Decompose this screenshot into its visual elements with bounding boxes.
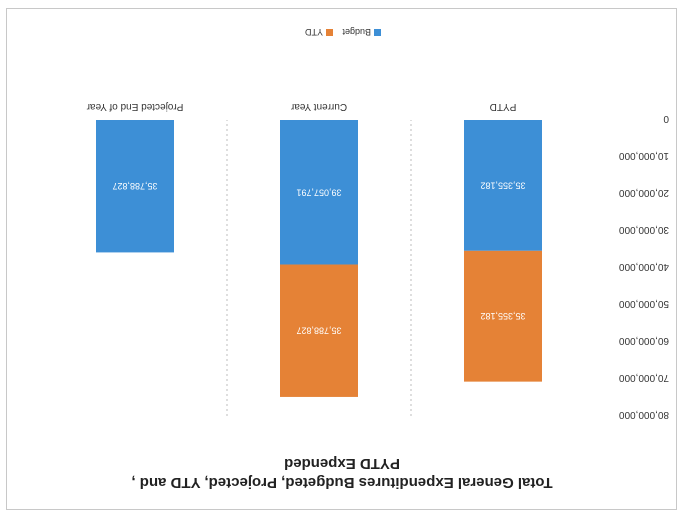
y-tick-label: 70,000,000 xyxy=(619,372,669,383)
bar-ytd-0 xyxy=(464,250,542,382)
legend-swatch-ytd xyxy=(326,29,333,36)
y-tick-label: 10,000,000 xyxy=(619,150,669,161)
category-label: Current Year xyxy=(290,101,347,112)
bar-budget-0 xyxy=(464,120,542,251)
y-tick-label: 20,000,000 xyxy=(619,187,669,198)
legend-swatch-budget xyxy=(374,29,381,36)
y-tick-label: 40,000,000 xyxy=(619,261,669,272)
y-tick-label: 50,000,000 xyxy=(619,298,669,309)
data-label: 35,355,182 xyxy=(480,311,525,321)
legend-entry-budget: Budget xyxy=(342,27,371,37)
y-tick-label: 60,000,000 xyxy=(619,335,669,346)
chart-title-line-2: PYTD Expended xyxy=(284,455,400,472)
data-label: 35,355,182 xyxy=(480,180,525,190)
y-tick-label: 0 xyxy=(663,113,669,124)
data-label: 35,788,827 xyxy=(112,181,157,191)
bar-budget-2 xyxy=(96,120,174,253)
y-tick-label: 80,000,000 xyxy=(619,409,669,420)
category-label: Projected End of Year xyxy=(86,101,183,112)
data-label: 39,057,791 xyxy=(296,187,341,197)
data-label: 35,788,827 xyxy=(296,326,341,336)
chart-title-line-1: Total General Expenditures Budgeted, Pro… xyxy=(131,474,552,491)
bar-budget-1 xyxy=(280,120,358,265)
category-label: PYTD xyxy=(490,101,517,112)
legend-entry-ytd: YTD xyxy=(304,27,323,37)
bar-ytd-1 xyxy=(280,264,358,397)
y-tick-label: 30,000,000 xyxy=(619,224,669,235)
